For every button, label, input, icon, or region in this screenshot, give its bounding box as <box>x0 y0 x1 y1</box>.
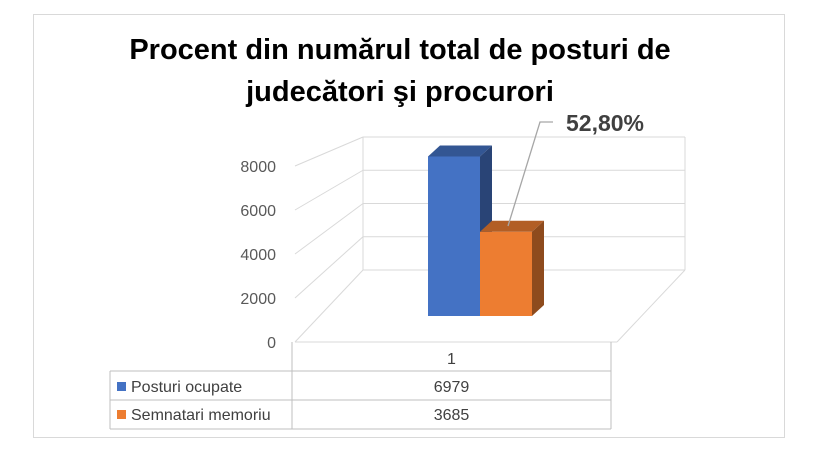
legend-key <box>117 382 126 391</box>
chart-title-line: Procent din numărul total de posturi de <box>129 34 670 66</box>
floor-right-edge <box>616 269 686 343</box>
chart-frame <box>33 14 785 438</box>
data-label-leader-line <box>507 121 553 227</box>
data-label: 52,80% <box>566 110 644 136</box>
side-wall-gridline <box>294 269 364 343</box>
y-tick-label: 2000 <box>240 291 276 308</box>
legend-key <box>117 410 126 419</box>
data-table: 1 Posturi ocupate 6979 Semnatari memoriu 368… <box>109 342 612 430</box>
bars <box>428 145 544 316</box>
side-wall-gridline <box>294 203 364 255</box>
chart-title-line: judecători şi procurori <box>245 76 554 108</box>
table-value: 3685 <box>434 407 470 424</box>
legend-label: Semnatari memoriu <box>131 407 271 424</box>
chart-title: Procent din numărul total de posturi de j… <box>129 34 671 108</box>
table-value: 6979 <box>434 379 470 396</box>
bar-front <box>428 156 480 316</box>
bar-top <box>480 220 544 232</box>
y-tick-label: 6000 <box>240 203 276 220</box>
bar-top <box>428 145 492 157</box>
bar-side <box>532 220 544 316</box>
data-label-group: 52,80% <box>507 110 644 227</box>
x-category-label: 1 <box>447 351 456 368</box>
bar <box>480 220 544 316</box>
y-tick-label: 0 <box>267 335 276 352</box>
side-wall-gridline <box>294 236 364 299</box>
gridlines <box>294 136 686 343</box>
side-wall-gridline <box>294 169 364 211</box>
y-axis-ticks: 0 2000 4000 6000 8000 <box>240 159 276 352</box>
y-tick-label: 8000 <box>240 159 276 176</box>
side-wall-gridline <box>294 136 364 167</box>
title-background <box>440 72 560 108</box>
y-tick-label: 4000 <box>240 247 276 264</box>
legend-label: Posturi ocupate <box>131 379 242 396</box>
bar-front <box>480 231 532 316</box>
